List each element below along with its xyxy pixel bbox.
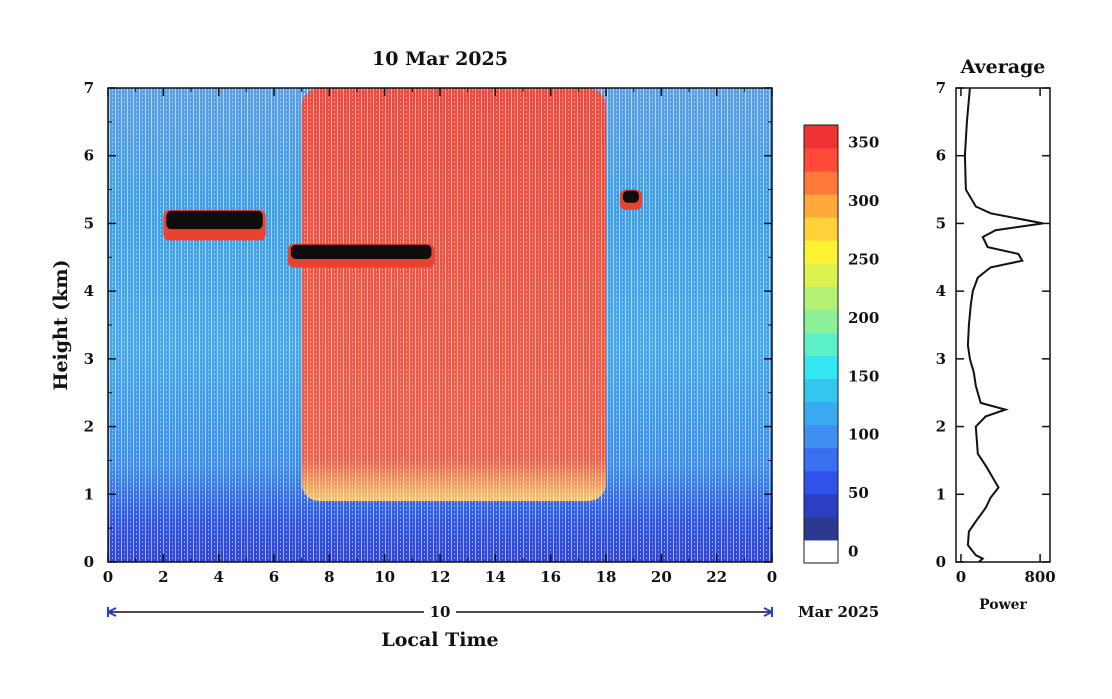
profile-x-axis-title: Power <box>979 597 1027 613</box>
profile-title: Average <box>960 56 1046 78</box>
profile-y-tick-label: 6 <box>936 147 946 165</box>
x-tick-label: 0 <box>767 568 777 586</box>
x-tick-label: 2 <box>158 568 168 586</box>
y-tick-label: 0 <box>84 553 94 571</box>
profile-y-tick-label: 2 <box>936 418 946 436</box>
colorbar-swatch <box>804 355 838 380</box>
colorbar-tick-label: 100 <box>848 426 879 444</box>
colorbar-swatch <box>804 148 838 172</box>
colorbar-swatch <box>804 286 838 310</box>
colorbar-swatch <box>804 447 838 472</box>
chart-title: 10 Mar 2025 <box>372 48 508 70</box>
x-tick-label: 12 <box>430 568 451 586</box>
x-tick-label: 18 <box>596 568 617 586</box>
cloud-layer-core <box>166 210 263 230</box>
colorbar-tick-label: 200 <box>848 309 879 327</box>
profile-y-tick-label: 5 <box>936 214 946 232</box>
x-tick-label: 0 <box>103 568 113 586</box>
y-tick-label: 1 <box>84 485 94 503</box>
x-tick-label: 10 <box>374 568 395 586</box>
colorbar-swatch <box>804 217 838 241</box>
profile-frame <box>955 87 1051 563</box>
colorbar: 0 50 100 150 200 250 300 350 <box>803 124 879 564</box>
colorbar-frame <box>803 124 839 564</box>
y-tick-label: 6 <box>84 147 94 165</box>
y-tick-label: 4 <box>84 282 94 300</box>
date-bar-right-arrow <box>763 607 773 617</box>
colorbar-tick-label: 300 <box>848 192 879 210</box>
daytime-backscatter-region <box>301 88 606 502</box>
x-tick-label: 14 <box>485 568 506 586</box>
profile-y-tick-label: 7 <box>936 79 946 97</box>
profile-y-tick-label: 4 <box>936 282 946 300</box>
x-axis-title: Local Time <box>381 629 498 651</box>
date-bar: 10 Mar 2025 <box>107 603 879 621</box>
colorbar-swatch <box>804 194 838 218</box>
y-tick-label: 7 <box>84 79 94 97</box>
date-bar-day: 10 <box>430 603 451 621</box>
cloud-layer-1 <box>287 243 435 268</box>
x-tick-label: 8 <box>324 568 334 586</box>
y-tick-label: 5 <box>84 214 94 232</box>
y-axis-title: Height (km) <box>50 260 72 391</box>
colorbar-swatch <box>804 332 838 357</box>
x-tick-label: 16 <box>540 568 561 586</box>
date-bar-left-arrow <box>107 607 117 617</box>
colorbar-swatch <box>804 401 838 426</box>
cloud-layer-2 <box>619 189 642 210</box>
colorbar-tick-label: 50 <box>848 484 869 502</box>
colorbar-swatch <box>804 171 838 195</box>
profile-y-tick-label: 1 <box>936 485 946 503</box>
colorbar-swatch <box>804 539 838 564</box>
y-tick-label: 2 <box>84 418 94 436</box>
x-tick-label: 4 <box>213 568 223 586</box>
date-bar-label-bg <box>424 603 456 621</box>
colorbar-tick-label: 350 <box>848 134 879 152</box>
colorbar-swatch <box>804 240 838 264</box>
colorbar-swatch <box>804 493 838 518</box>
colorbar-tick-label: 0 <box>848 542 858 560</box>
y-tick-label: 3 <box>84 350 94 368</box>
colorbar-tick-label: 250 <box>848 250 879 268</box>
x-tick-label: 22 <box>706 568 727 586</box>
colorbar-swatch <box>804 470 838 495</box>
profile-x-tick-label: 0 <box>956 568 966 586</box>
cloud-layer-core <box>290 244 432 259</box>
colorbar-tick-label: 150 <box>848 367 879 385</box>
colorbar-swatch <box>804 309 838 333</box>
cloud-layer-0 <box>163 209 266 241</box>
profile-x-tick-label: 800 <box>1024 568 1055 586</box>
colorbar-swatch <box>804 378 838 403</box>
profile-y-tick-label: 0 <box>936 553 946 571</box>
cloud-layer-core <box>622 190 639 203</box>
colorbar-swatch <box>804 516 838 541</box>
x-tick-label: 6 <box>269 568 279 586</box>
x-tick-label: 20 <box>651 568 672 586</box>
date-bar-suffix: Mar 2025 <box>798 603 879 621</box>
average-profile-panel: 0 800 0 1 2 3 4 5 6 7 Average Power <box>936 56 1056 613</box>
colorbar-swatch <box>804 125 838 149</box>
daytime-region-noise <box>301 88 606 502</box>
colorbar-swatch <box>804 424 838 449</box>
profile-y-tick-label: 3 <box>936 350 946 368</box>
colorbar-swatch <box>804 263 838 287</box>
